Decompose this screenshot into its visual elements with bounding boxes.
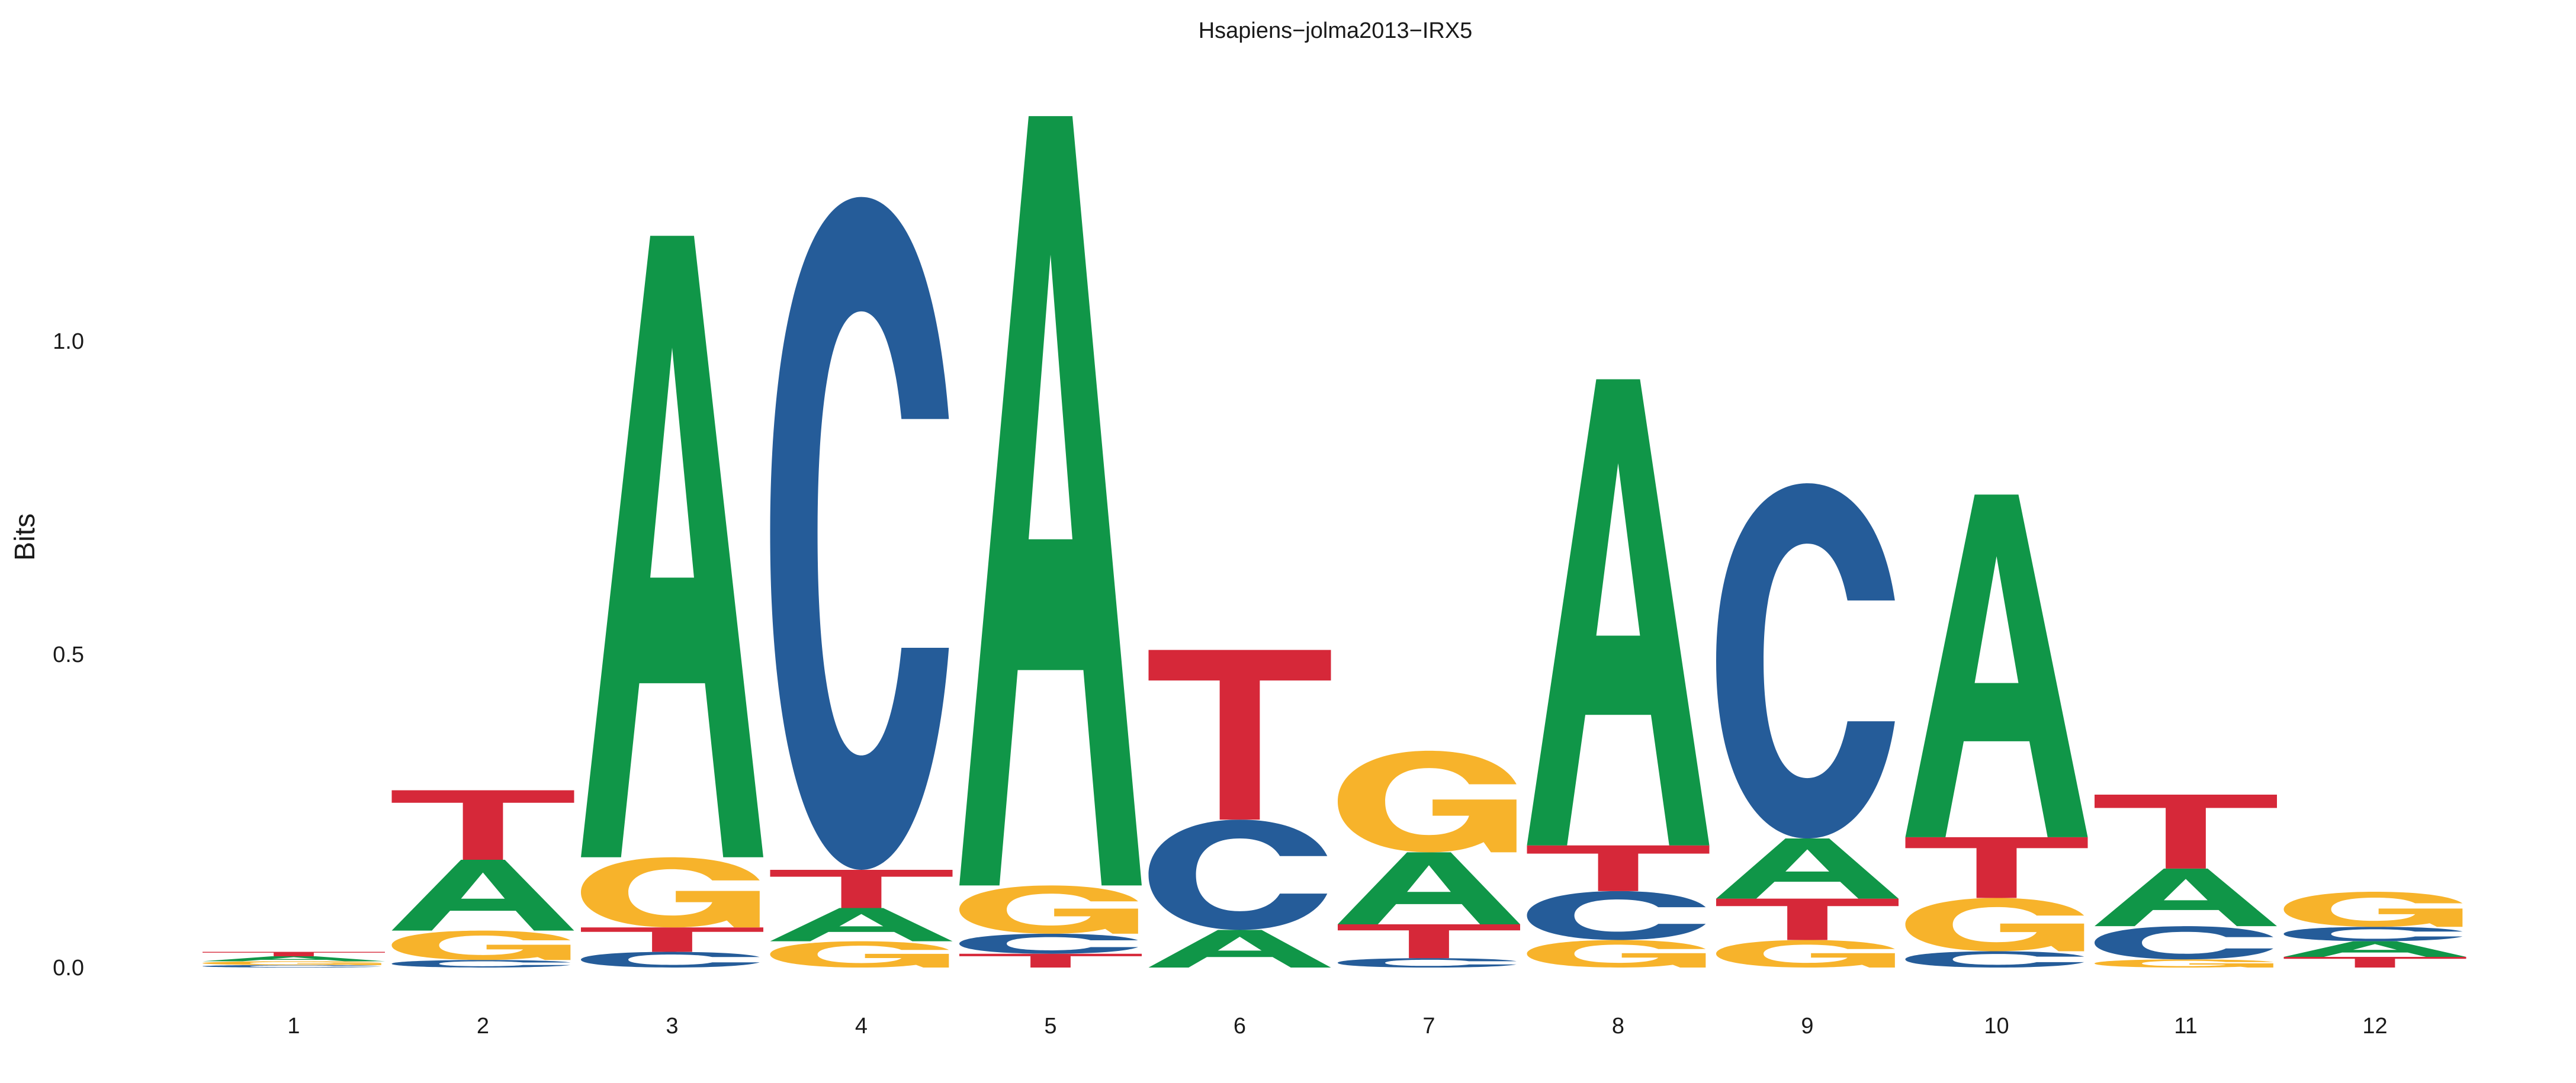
letter-a-pos-10 <box>1905 494 2088 837</box>
letter-t-pos-6 <box>1148 650 1331 820</box>
letter-t-pos-7 <box>1338 924 1520 959</box>
letter-g-pos-12 <box>2283 891 2463 927</box>
letter-a-pos-8 <box>1527 379 1710 846</box>
letter-t-pos-1 <box>203 952 385 956</box>
logo-stack-9 <box>1716 483 1899 968</box>
letter-a-pos-11 <box>2095 868 2277 927</box>
letter-a-pos-5 <box>959 116 1142 886</box>
letter-t-pos-3 <box>581 927 763 952</box>
letter-t-pos-4 <box>770 869 953 908</box>
letter-c-pos-3 <box>581 952 760 968</box>
y-axis-ticks: 0.0 0.5 1.0 <box>53 329 84 981</box>
letter-a-pos-2 <box>391 860 574 931</box>
letter-c-pos-5 <box>959 933 1138 954</box>
logo-stack-12 <box>2283 891 2466 968</box>
x-tick-label: 11 <box>2174 1014 2197 1039</box>
letter-g-pos-3 <box>581 857 760 928</box>
x-tick-label: 3 <box>666 1014 678 1039</box>
logo-stack-3 <box>581 236 763 968</box>
logo-stack-2 <box>391 790 574 968</box>
y-tick-label: 1.0 <box>53 329 84 354</box>
x-axis-ticks: 1 2 3 4 5 6 7 8 9 10 11 12 <box>287 1014 2387 1039</box>
logo-stack-5 <box>959 116 1142 968</box>
chart-title: Hsapiens−jolma2013−IRX5 <box>1199 18 1473 43</box>
letter-c-pos-4 <box>770 197 949 870</box>
letter-a-pos-12 <box>2283 941 2466 957</box>
letter-t-pos-8 <box>1527 845 1710 891</box>
letter-t-pos-11 <box>2095 794 2277 869</box>
letter-c-pos-11 <box>2095 926 2273 960</box>
letter-g-pos-10 <box>1905 898 2084 952</box>
letter-g-pos-4 <box>770 941 949 968</box>
letter-t-pos-9 <box>1716 898 1899 940</box>
letter-c-pos-10 <box>1905 951 2084 968</box>
letter-c-pos-6 <box>1148 820 1328 930</box>
logo-stack-8 <box>1527 379 1710 968</box>
x-tick-label: 9 <box>1801 1014 1813 1039</box>
logo-stack-10 <box>1905 494 2088 968</box>
logo-stacks <box>203 116 2466 968</box>
letter-g-pos-11 <box>2095 959 2273 968</box>
x-tick-label: 2 <box>477 1014 489 1039</box>
letter-t-pos-10 <box>1905 837 2088 898</box>
letter-c-pos-7 <box>1338 958 1517 968</box>
x-tick-label: 8 <box>1612 1014 1624 1039</box>
letter-g-pos-2 <box>391 930 571 960</box>
logo-stack-1 <box>203 952 385 968</box>
x-tick-label: 1 <box>287 1014 300 1039</box>
x-tick-label: 4 <box>855 1014 868 1039</box>
letter-c-pos-2 <box>391 960 571 968</box>
x-tick-label: 10 <box>1984 1014 2009 1039</box>
y-tick-label: 0.5 <box>53 642 84 667</box>
letter-t-pos-2 <box>391 790 574 860</box>
letter-c-pos-1 <box>203 965 381 968</box>
letter-t-pos-5 <box>959 953 1142 968</box>
letter-a-pos-6 <box>1148 930 1331 968</box>
letter-g-pos-8 <box>1527 940 1706 968</box>
letter-a-pos-4 <box>770 908 953 941</box>
logo-stack-11 <box>2095 794 2277 968</box>
y-tick-label: 0.0 <box>53 956 84 981</box>
letter-a-pos-9 <box>1716 838 1899 899</box>
x-tick-label: 12 <box>2362 1014 2387 1039</box>
letter-a-pos-7 <box>1338 852 1520 924</box>
letter-g-pos-9 <box>1716 940 1895 968</box>
x-tick-label: 6 <box>1234 1014 1246 1039</box>
letter-g-pos-7 <box>1338 750 1517 853</box>
letter-c-pos-9 <box>1716 483 1895 839</box>
letter-c-pos-8 <box>1527 891 1706 940</box>
letter-a-pos-3 <box>581 236 763 857</box>
x-tick-label: 5 <box>1044 1014 1056 1039</box>
letter-c-pos-12 <box>2283 927 2463 941</box>
letter-g-pos-1 <box>203 961 381 965</box>
letter-t-pos-12 <box>2283 957 2466 968</box>
logo-stack-7 <box>1338 750 1520 968</box>
logo-stack-4 <box>770 197 953 968</box>
logo-stack-6 <box>1148 650 1331 968</box>
x-tick-label: 7 <box>1422 1014 1435 1039</box>
letter-g-pos-5 <box>959 885 1138 934</box>
y-axis-label: Bits <box>9 513 41 561</box>
letter-a-pos-1 <box>203 956 385 962</box>
